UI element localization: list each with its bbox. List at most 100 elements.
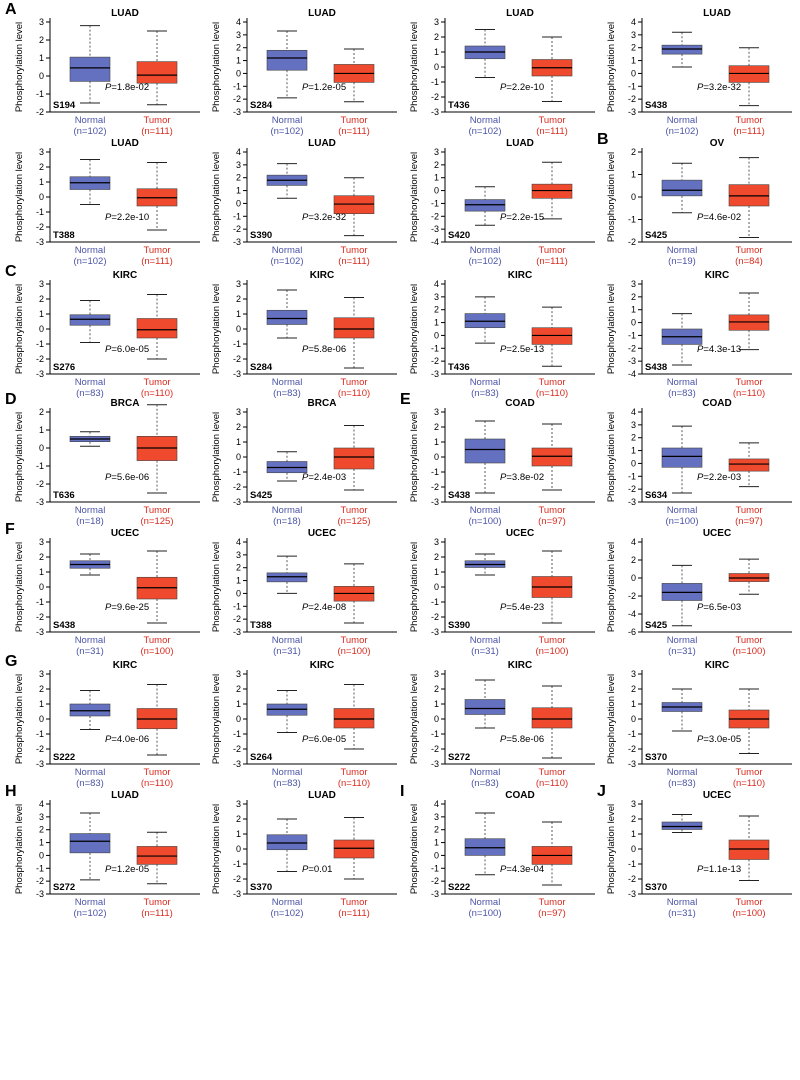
normal-n: (n=83) [668,388,696,399]
y-axis-label: Phosphorylation level [211,412,222,502]
normal-n: (n=19) [668,256,696,267]
y-axis-label: Phosphorylation level [606,22,617,112]
y-tick-label: -2 [431,356,439,366]
p-value-text: =1.1e-13 [703,864,741,875]
tumor-label: Tumor [735,897,762,908]
p-value-text: =4.3e-13 [703,344,741,355]
y-tick-label: -3 [233,497,241,507]
site-label: S370 [645,882,667,893]
boxplot-panel: J UCEC Phosphorylation level -3 -2 -1 0 1 2 3 P=1.… [597,783,792,919]
y-tick-label: -2 [431,612,439,622]
y-tick-label: 1 [39,53,44,63]
tumor-label: Tumor [538,377,565,388]
normal-box [464,199,506,212]
y-tick-label: -3 [233,107,241,117]
p-value-text: =5.8e-06 [308,344,346,355]
y-tick-label: -1 [628,859,636,869]
boxplot-panel: UCEC Phosphorylation level -3 -2 -1 0 1 2 3 P=5.4… [409,528,595,657]
y-tick-label: -1 [233,81,241,91]
y-tick-label: -1 [628,471,636,481]
y-tick-label: 0 [434,850,439,860]
y-tick-label: 3 [434,812,439,822]
site-label: S272 [53,882,75,893]
p-symbol: P [500,344,507,355]
y-tick-label: -2 [628,237,636,247]
site-label: S390 [250,230,272,241]
normal-label: Normal [272,897,303,908]
y-tick-label: 0 [631,458,636,468]
normal-n: (n=18) [273,516,301,527]
y-tick-label: -1 [36,729,44,739]
p-value: P=4.3e-04 [500,864,544,875]
normal-label: Normal [272,767,303,778]
normal-label: Normal [667,245,698,256]
p-symbol: P [105,472,112,483]
p-value: P=2.2e-10 [500,82,544,93]
y-tick-label: 4 [434,799,439,809]
normal-label: Normal [667,897,698,908]
y-axis-label: Phosphorylation level [409,804,420,894]
y-tick-label: 4 [236,17,241,27]
y-tick-label: -1 [431,343,439,353]
tumor-n: (n=97) [735,516,763,527]
y-tick-label: 3 [631,420,636,430]
p-value: P=4.6e-02 [697,212,741,223]
p-value: P=5.8e-06 [302,344,346,355]
panel-letter: C [5,263,17,280]
normal-label: Normal [470,377,501,388]
tumor-label: Tumor [538,115,565,126]
p-value: P=2.4e-08 [302,602,346,613]
normal-label: Normal [470,897,501,908]
p-value: P=6.5e-03 [697,602,741,613]
tumor-label: Tumor [143,897,170,908]
normal-label: Normal [667,767,698,778]
chart-title: OV [710,138,725,149]
tumor-n: (n=100) [140,646,173,657]
y-tick-label: -3 [431,369,439,379]
chart-title: COAD [505,790,534,801]
y-tick-label: 1 [236,576,241,586]
p-value: P=3.8e-02 [500,472,544,483]
boxplot-panel: UCEC Phosphorylation level -6 -4 -2 0 2 4 P=6.5e… [606,528,792,657]
y-tick-label: 2 [434,32,439,42]
tumor-label: Tumor [340,897,367,908]
tumor-label: Tumor [538,505,565,516]
p-value: P=2.4e-03 [302,472,346,483]
y-tick-label: 1 [631,699,636,709]
normal-box [266,834,308,851]
y-axis-label: Phosphorylation level [409,152,420,242]
y-tick-label: -2 [36,479,44,489]
tumor-n: (n=111) [141,126,173,137]
site-label: S438 [645,362,667,373]
y-tick-label: -1 [431,597,439,607]
normal-n: (n=102) [73,908,106,919]
y-tick-label: -2 [233,94,241,104]
boxplot-panel: LUAD Phosphorylation level -3 -2 -1 0 1 2 3 P=2.2… [14,138,200,267]
y-tick-label: 4 [236,537,241,547]
chart-title: KIRC [705,660,729,671]
y-tick-label: -3 [233,759,241,769]
y-tick-label: 2 [39,35,44,45]
y-tick-label: 1 [39,838,44,848]
normal-label: Normal [470,767,501,778]
y-tick-label: 2 [236,814,241,824]
tumor-n: (n=110) [733,388,765,399]
p-symbol: P [302,864,309,875]
y-axis-label: Phosphorylation level [409,22,420,112]
p-value-text: =4.3e-04 [506,864,544,875]
y-tick-label: 1 [39,699,44,709]
y-tick-label: -3 [233,369,241,379]
y-tick-label: 3 [236,799,241,809]
y-tick-label: -1 [233,859,241,869]
y-tick-label: 3 [39,147,44,157]
y-tick-label: 1 [39,309,44,319]
p-symbol: P [697,864,704,875]
y-tick-label: 4 [631,537,636,547]
p-value-text: =3.8e-02 [506,472,544,483]
normal-box [464,838,506,856]
normal-label: Normal [667,635,698,646]
tumor-n: (n=100) [732,908,765,919]
y-tick-label: 1 [631,829,636,839]
boxplot-panel: LUAD Phosphorylation level -4 -3 -2 -1 0 1 2 3 P=2… [409,138,595,267]
normal-n: (n=83) [76,388,104,399]
